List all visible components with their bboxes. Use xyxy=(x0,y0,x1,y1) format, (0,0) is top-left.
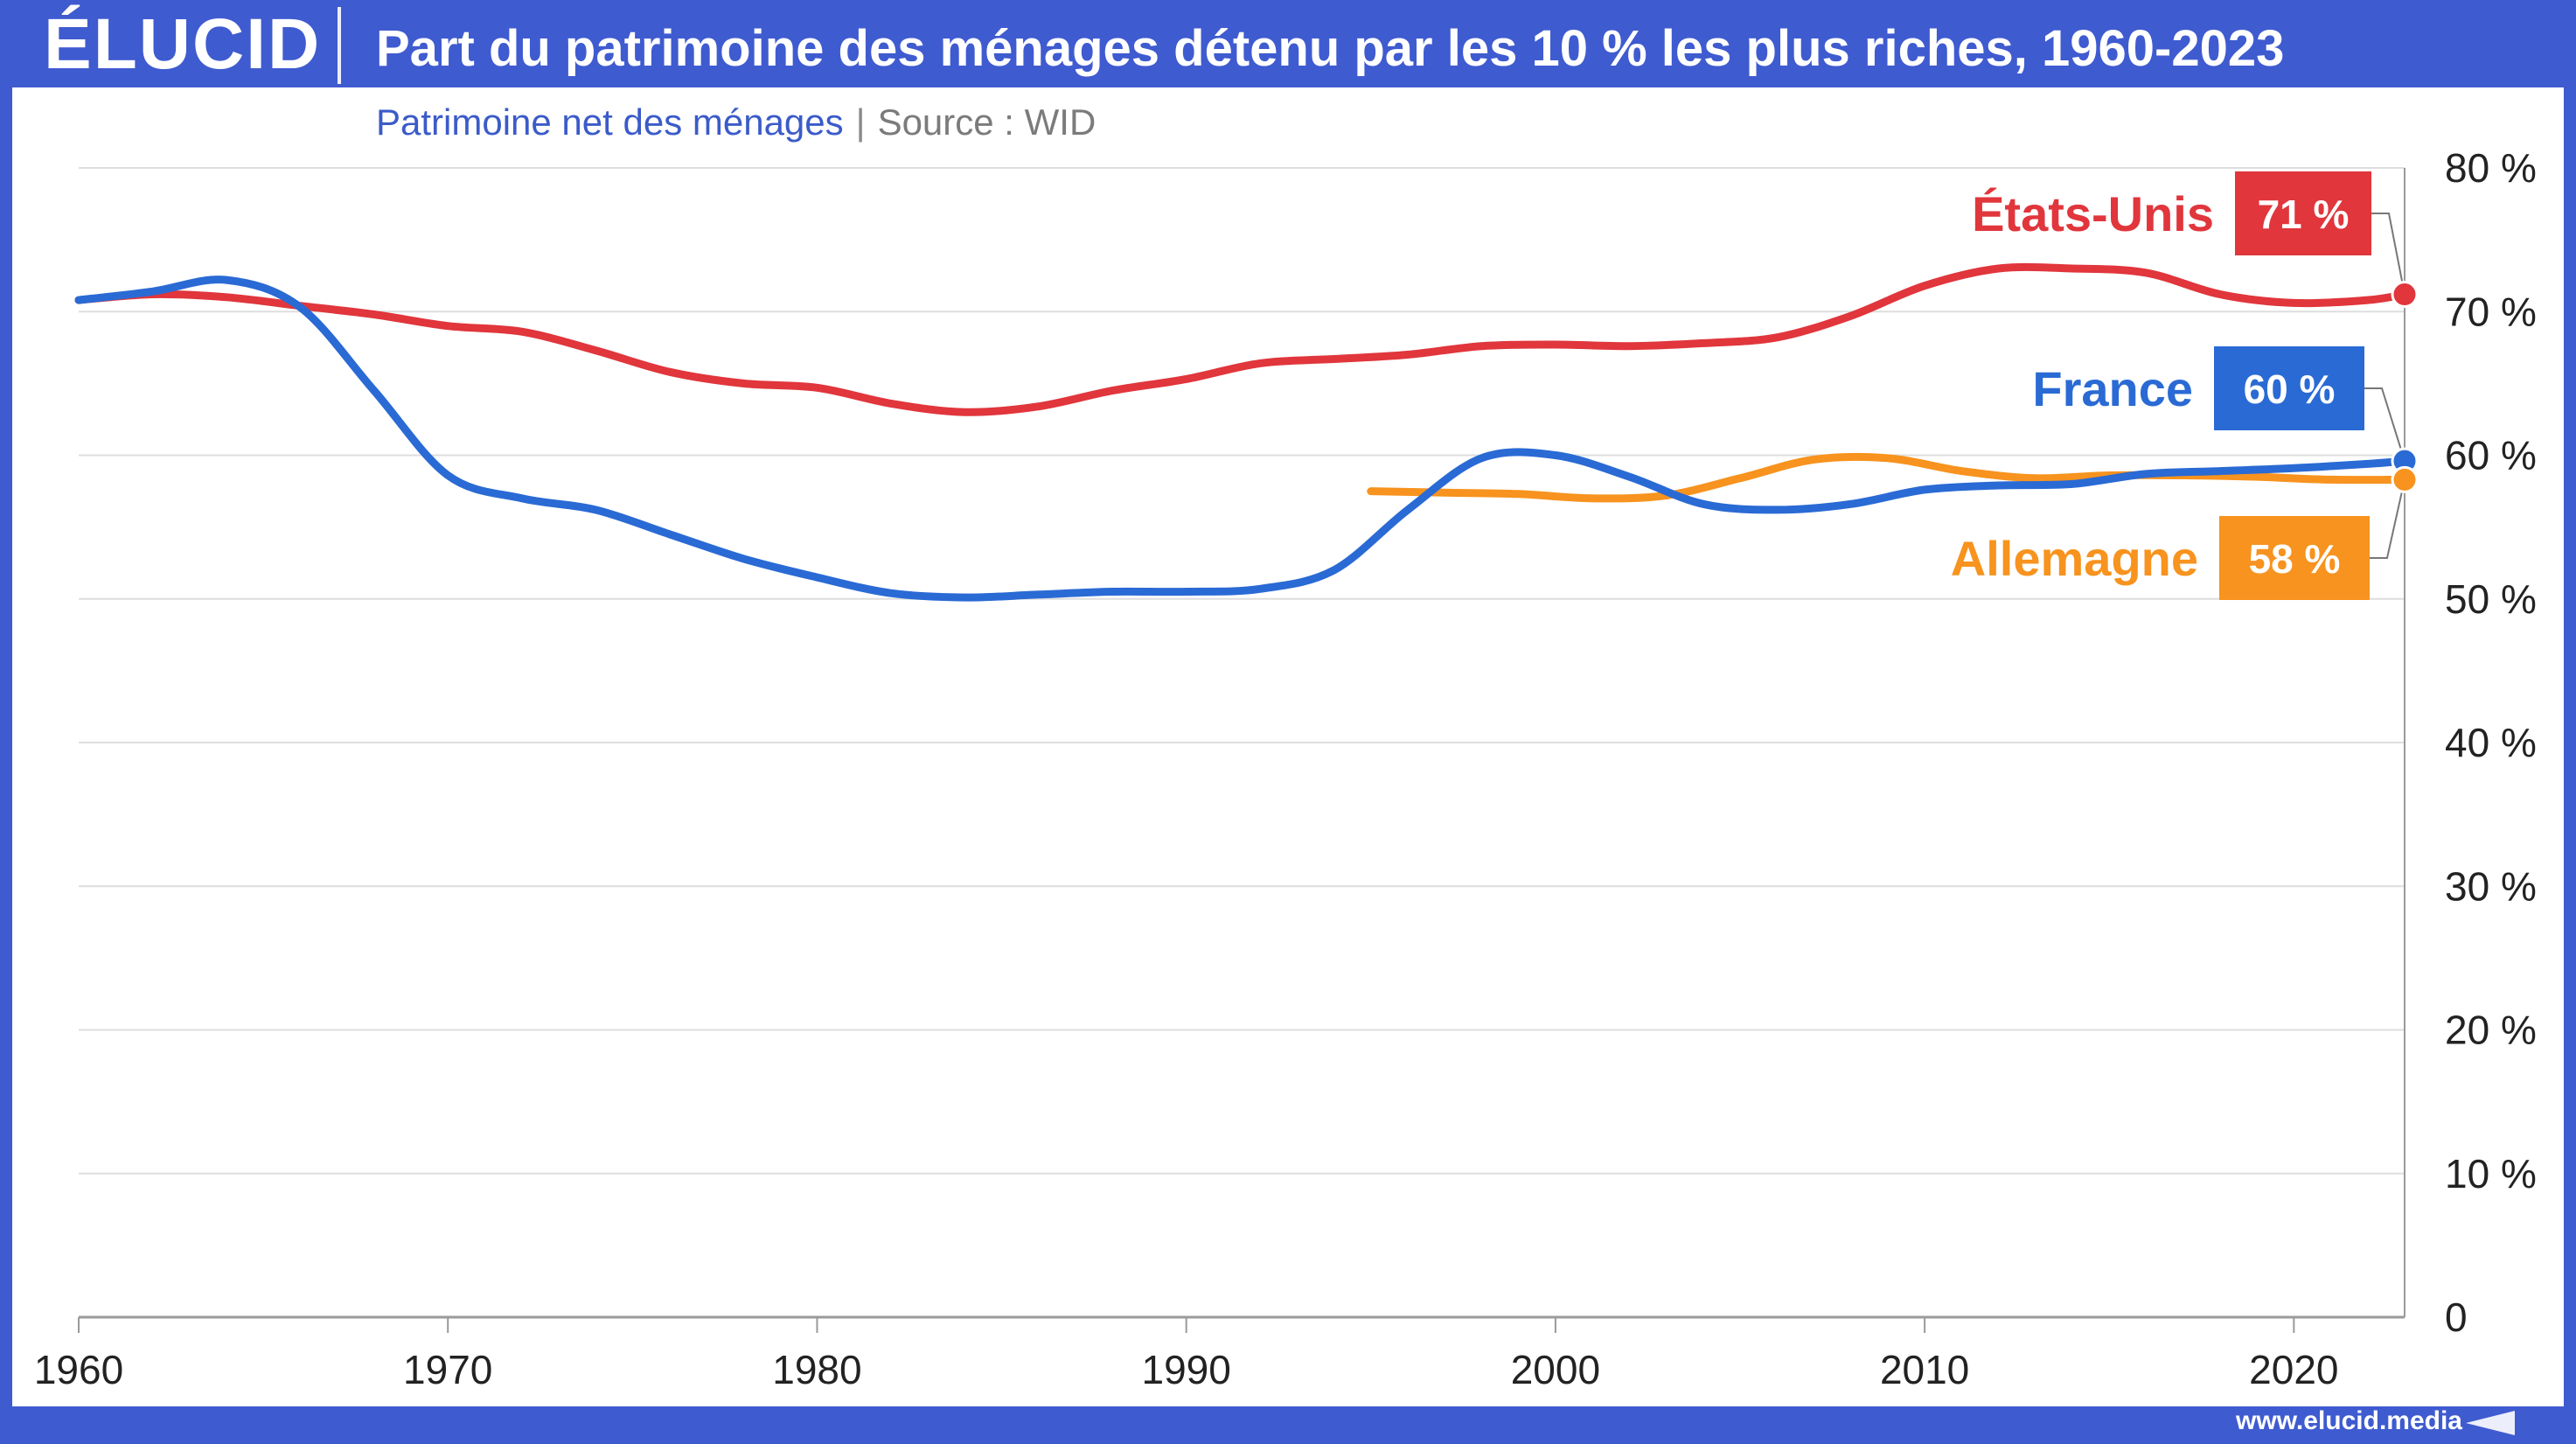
series-line xyxy=(74,276,2409,602)
subtitle-measure: Patrimoine net des ménages xyxy=(376,101,844,143)
header-divider xyxy=(338,7,341,84)
brand-logo[interactable]: ÉLUCID xyxy=(44,4,322,84)
chart-title: Part du patrimoine des ménages détenu pa… xyxy=(376,20,2285,77)
label-connector xyxy=(2370,479,2405,559)
x-tick-label: 2020 xyxy=(2249,1347,2338,1392)
x-tick-label: 1960 xyxy=(34,1347,123,1392)
series-name-label: États-Unis xyxy=(1972,186,2214,241)
chart-subtitle: Patrimoine net des ménages | Source : WID xyxy=(376,94,1096,150)
chart-panel xyxy=(12,87,2564,1406)
y-tick-label: 20 % xyxy=(2445,1008,2537,1053)
series-line xyxy=(1367,452,2409,503)
series-name-label: France xyxy=(2032,361,2193,416)
x-tick-label: 1980 xyxy=(772,1347,861,1392)
end-value-box xyxy=(2235,171,2371,255)
series-end-marker xyxy=(2391,281,2419,309)
x-tick-label: 1970 xyxy=(403,1347,492,1392)
label-connector xyxy=(2371,213,2405,295)
y-tick-label: 0 xyxy=(2445,1294,2468,1340)
end-value-label: 71 % xyxy=(2258,192,2350,237)
series-name-label: Allemagne xyxy=(1951,531,2198,586)
y-tick-label: 50 % xyxy=(2445,576,2537,622)
y-tick-label: 60 % xyxy=(2445,433,2537,478)
footer-url[interactable]: www.elucid.media xyxy=(2236,1406,2462,1435)
end-value-box xyxy=(2214,346,2364,430)
subtitle-separator: | xyxy=(855,101,866,143)
end-value-label: 58 % xyxy=(2249,536,2341,582)
x-tick-label: 1990 xyxy=(1141,1347,1230,1392)
x-tick-label: 2010 xyxy=(1880,1347,1969,1392)
label-connector xyxy=(2364,387,2405,462)
y-tick-label: 80 % xyxy=(2445,145,2537,191)
x-tick-label: 2000 xyxy=(1511,1347,1600,1392)
end-value-box xyxy=(2219,516,2370,600)
flag-icon xyxy=(2466,1411,2515,1435)
header-bar: ÉLUCID Part du patrimoine des ménages dé… xyxy=(0,0,2576,87)
series-line xyxy=(74,262,2409,416)
y-tick-label: 30 % xyxy=(2445,863,2537,909)
y-tick-label: 40 % xyxy=(2445,720,2537,765)
y-tick-label: 10 % xyxy=(2445,1151,2537,1196)
subtitle-source: Source : WID xyxy=(877,101,1097,143)
y-tick-label: 70 % xyxy=(2445,289,2537,334)
end-value-label: 60 % xyxy=(2244,366,2336,412)
series-end-marker xyxy=(2391,465,2419,493)
